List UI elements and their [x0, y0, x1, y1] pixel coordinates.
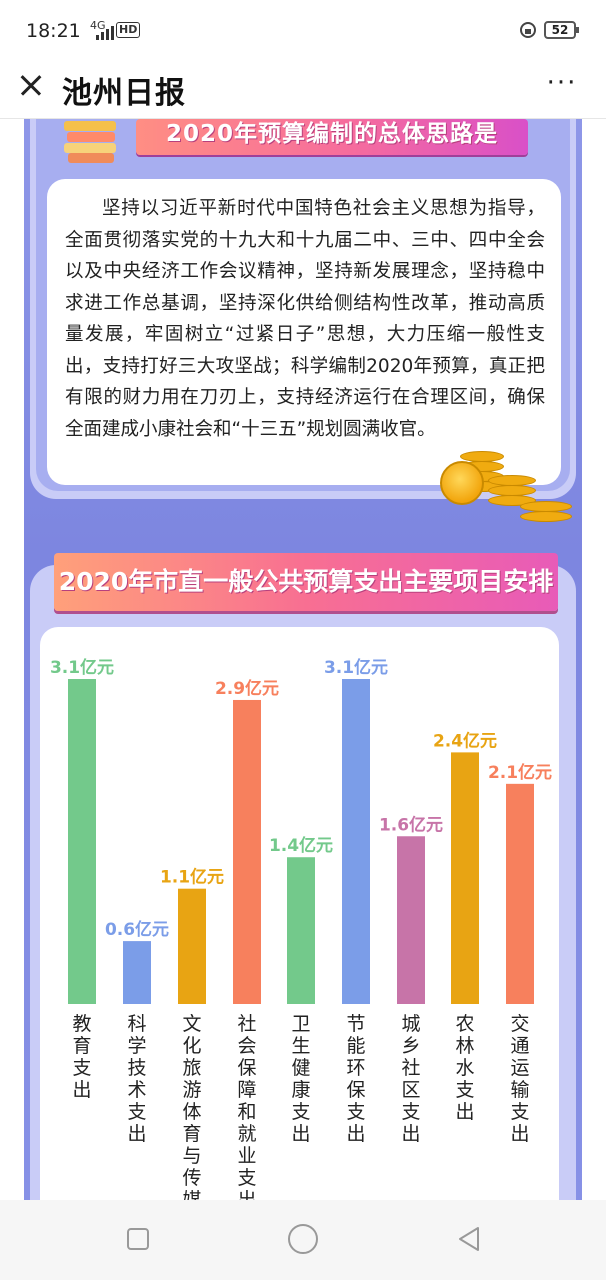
category-label-2: 文化旅游体育与传媒: [182, 1013, 201, 1200]
bar-value-label-8: 2.1亿元: [488, 762, 552, 783]
section2-title: 2020年市直一般公共预算支出主要项目安排: [58, 567, 554, 596]
category-label-5: 节能环保支出: [346, 1013, 365, 1145]
system-nav-bar: [0, 1200, 606, 1280]
home-circle-icon[interactable]: [288, 1224, 318, 1254]
category-label-6: 城乡社区支出: [401, 1013, 420, 1145]
section2-title-banner: 2020年市直一般公共预算支出主要项目安排: [54, 553, 558, 611]
app-header: 池州日报 ···: [0, 58, 606, 119]
bar-value-label-5: 3.1亿元: [324, 657, 388, 678]
category-label-1: 科学技术支出: [127, 1013, 146, 1145]
bar-value-label-2: 1.1亿元: [160, 867, 224, 888]
bar-value-label-1: 0.6亿元: [105, 919, 169, 940]
books-icon: [64, 119, 118, 163]
bar-value-label-0: 3.1亿元: [50, 657, 114, 678]
bar-4: [287, 857, 315, 1004]
chart-card: 3.1亿元教育支出 0.6亿元科学技术支出 1.1亿元文化旅游体育与传媒 2.9亿元社…: [40, 627, 559, 1200]
battery-icon: 52: [544, 21, 579, 39]
bar-7: [451, 752, 479, 1004]
bar-8: [506, 783, 534, 1004]
status-time: 18:21: [26, 20, 81, 42]
bar-value-label-3: 2.9亿元: [215, 678, 279, 699]
category-label-4: 卫生健康支出: [291, 1013, 310, 1145]
category-label-7: 农林水支出: [455, 1013, 474, 1123]
section1-title: 2020年预算编制的总体思路是: [165, 121, 498, 147]
section1-paragraph: 坚持以习近平新时代中国特色社会主义思想为指导，全面贯彻落实党的十九大和十九届二中…: [65, 198, 545, 440]
bar-0: [68, 679, 96, 1004]
status-bar: 18:21 4G HD 52: [0, 0, 606, 58]
category-label-0: 教育支出: [72, 1013, 91, 1101]
coins-icon: [438, 449, 578, 529]
bar-1: [123, 941, 151, 1004]
section1-title-banner: 2020年预算编制的总体思路是: [136, 119, 528, 155]
network-type: 4G: [90, 19, 106, 32]
back-triangle-icon[interactable]: [454, 1224, 484, 1254]
recent-apps-square-icon[interactable]: [127, 1228, 149, 1250]
bar-value-label-7: 2.4亿元: [433, 730, 497, 751]
bar-5: [342, 679, 370, 1004]
category-label-8: 交通运输支出: [510, 1013, 529, 1145]
bar-6: [397, 836, 425, 1004]
page-title: 池州日报: [62, 76, 186, 111]
category-label-3: 社会保障和就业支出: [237, 1013, 256, 1200]
more-icon[interactable]: ···: [546, 68, 578, 98]
bar-value-label-4: 1.4亿元: [269, 835, 333, 856]
bar-3: [233, 699, 261, 1004]
section1-text-card: 坚持以习近平新时代中国特色社会主义思想为指导，全面贯彻落实党的十九大和十九届二中…: [47, 179, 561, 485]
signal-icon: [94, 24, 116, 40]
hd-badge: HD: [116, 22, 141, 38]
lock-icon: [520, 22, 536, 38]
article-content[interactable]: 2020年预算编制的总体思路是 坚持以习近平新时代中国特色社会主义思想为指导，全…: [0, 119, 606, 1200]
close-icon[interactable]: [16, 71, 46, 101]
bar-value-label-6: 1.6亿元: [379, 814, 443, 835]
bar-2: [178, 888, 206, 1004]
